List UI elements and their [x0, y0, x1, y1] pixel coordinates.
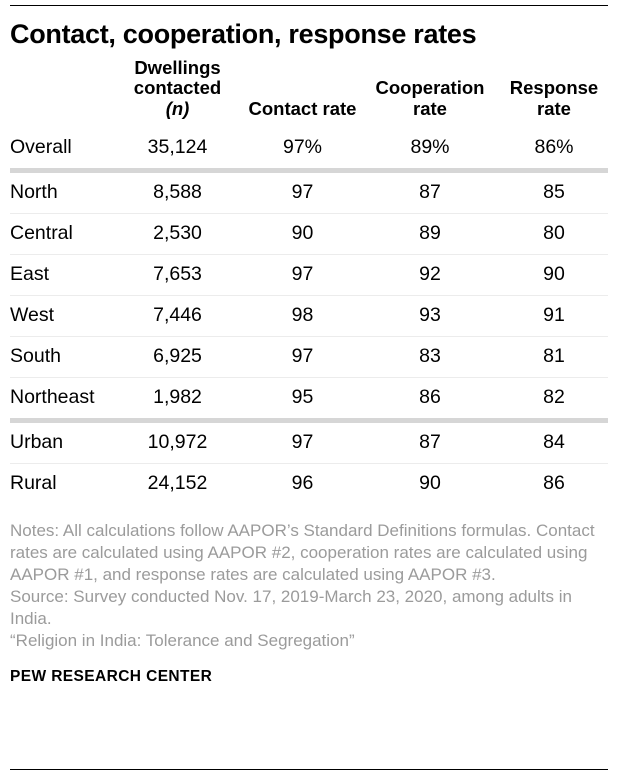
cell-dwellings: 7,653: [110, 254, 245, 296]
cell-response: 84: [500, 420, 608, 464]
cell-dwellings: 7,446: [110, 295, 245, 337]
cell-cooperation: 83: [360, 336, 500, 378]
table-row-rural: Rural 24,152 96 90 86: [10, 463, 608, 504]
cell-response: 91: [500, 295, 608, 337]
cell-dwellings: 10,972: [110, 420, 245, 464]
bottom-rule: [10, 769, 608, 770]
cell-cooperation: 87: [360, 170, 500, 214]
cell-response: 86: [543, 471, 565, 494]
cell-contact: 98: [245, 295, 360, 337]
table-row-north: North 8,588 97 87 85: [10, 170, 608, 214]
cell-cooperation: 90: [419, 471, 441, 494]
cell-cooperation: 87: [360, 420, 500, 464]
header-empty: [10, 56, 110, 128]
cell-contact: 97: [245, 170, 360, 214]
cell-cooperation: 92: [360, 254, 500, 296]
cell-dwellings: 8,588: [110, 170, 245, 214]
notes-methodology: Notes: All calculations follow AAPOR’s S…: [10, 520, 595, 585]
header-response-rate: Response rate: [509, 77, 599, 120]
cell-dwellings: 35,124: [110, 127, 245, 173]
cell-contact: 90: [245, 213, 360, 255]
cell-response: 80: [500, 213, 608, 255]
table-row-west: West 7,446 98 93 91: [10, 295, 608, 337]
top-rule: [10, 5, 608, 6]
table-row-central: Central 2,530 90 89 80: [10, 213, 608, 255]
table-row-overall: Overall 35,124 97% 89% 86%: [10, 127, 608, 173]
row-label: South: [10, 336, 110, 378]
cell-contact: 97: [245, 336, 360, 378]
cell-response: 85: [500, 170, 608, 214]
row-label: West: [10, 295, 110, 337]
cell-response: 90: [500, 254, 608, 296]
row-label: North: [10, 170, 110, 214]
cell-response: 82: [500, 377, 608, 423]
table-row-east: East 7,653 97 92 90: [10, 254, 608, 296]
cell-contact: 97%: [245, 127, 360, 173]
cell-response: 81: [500, 336, 608, 378]
header-cooperation-rate: Cooperation rate: [375, 77, 485, 120]
cell-contact: 97: [245, 254, 360, 296]
footnotes: Notes: All calculations follow AAPOR’s S…: [10, 520, 595, 653]
cell-cooperation: 89%: [360, 127, 500, 173]
table-row-urban: Urban 10,972 97 87 84: [10, 420, 608, 464]
header-dwellings-sublabel: (n): [165, 98, 190, 120]
cell-dwellings: 2,530: [110, 213, 245, 255]
cell-contact: 96: [291, 471, 314, 494]
cell-cooperation: 93: [360, 295, 500, 337]
cell-contact: 97: [245, 420, 360, 464]
cell-cooperation: 86: [360, 377, 500, 423]
row-label: Overall: [10, 127, 110, 173]
cell-dwellings: 6,925: [110, 336, 245, 378]
header-contact-rate: Contact rate: [248, 98, 357, 120]
cell-dwellings: 1,982: [110, 377, 245, 423]
cell-dwellings: 24,152: [147, 471, 208, 494]
row-label: Urban: [10, 420, 110, 464]
header-row: Dwellings contacted (n) Contact rate Coo…: [10, 56, 608, 128]
pew-research-center-wordmark: PEW RESEARCH CENTER: [10, 668, 213, 686]
table-header: Dwellings contacted (n) Contact rate Coo…: [10, 56, 608, 128]
rates-table: Dwellings contacted (n) Contact rate Coo…: [10, 56, 608, 504]
row-label: Rural: [10, 471, 57, 494]
table-body: Overall 35,124 97% 89% 86% North 8,588 9…: [10, 127, 608, 504]
header-dwellings: Dwellings contacted (n): [110, 56, 245, 128]
table-row-south: South 6,925 97 83 81: [10, 336, 608, 378]
chart-title: Contact, cooperation, response rates: [10, 19, 477, 49]
row-label: Northeast: [10, 377, 110, 423]
cell-response: 86%: [500, 127, 608, 173]
notes-source: Source: Survey conducted Nov. 17, 2019-M…: [10, 587, 572, 629]
row-label: Central: [10, 213, 110, 255]
notes-report-title: “Religion in India: Tolerance and Segreg…: [10, 631, 355, 651]
row-label: East: [10, 254, 110, 296]
cell-cooperation: 89: [360, 213, 500, 255]
header-dwellings-label: Dwellings contacted: [133, 56, 222, 99]
cell-contact: 95: [245, 377, 360, 423]
table-row-northeast: Northeast 1,982 95 86 82: [10, 377, 608, 423]
